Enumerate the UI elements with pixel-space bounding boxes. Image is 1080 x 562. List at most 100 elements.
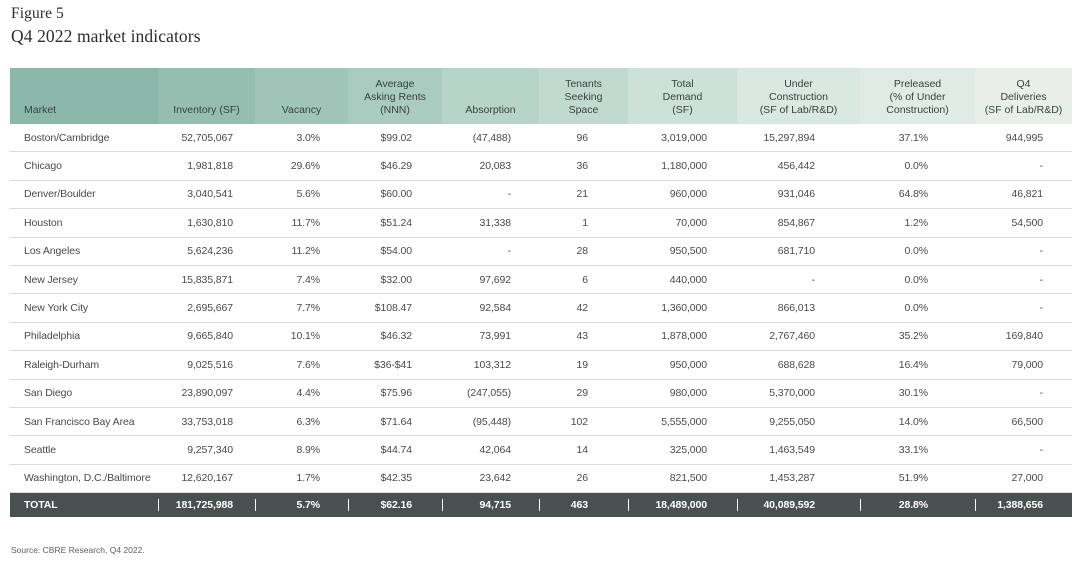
- total-cell-value: 463: [539, 499, 628, 512]
- col-header-preleased: Preleased (% of Under Construction): [860, 68, 975, 124]
- col-header-under: Under Construction (SF of Lab/R&D): [737, 68, 860, 124]
- cell-market-name: Boston/Cambridge: [24, 131, 110, 144]
- cell-value: $46.29: [380, 160, 412, 173]
- cell-market-name: San Diego: [24, 387, 73, 400]
- cell-value: -: [507, 188, 512, 201]
- cell-value: 97,692: [479, 273, 511, 286]
- cell-value: 5.6%: [296, 188, 320, 201]
- cell-value: 1,360,000: [661, 302, 707, 315]
- cell-value: 92,584: [479, 302, 511, 315]
- col-header-average: Average Asking Rents (NNN): [348, 68, 442, 124]
- figure-title: Q4 2022 market indicators: [11, 26, 201, 46]
- cell-value: 821,500: [669, 472, 707, 485]
- cell-value: 42,064: [479, 443, 511, 456]
- col-header-market: Market: [10, 68, 158, 124]
- table-row: Philadelphia 9,665,840 10.1% $46.32 73,991 43…: [10, 323, 1072, 352]
- cell-value: 3,019,000: [661, 131, 707, 144]
- col-header-q4: Q4 Deliveries (SF of Lab/R&D): [975, 68, 1072, 124]
- table-row: New Jersey 15,835,871 7.4% $32.00 97,692 6 440…: [10, 266, 1072, 295]
- cell-value: 4.4%: [296, 387, 320, 400]
- table-body: Boston/Cambridge 52,705,067 3.0% $99.02 (47,…: [10, 124, 1072, 494]
- cell-value: 10.1%: [290, 330, 320, 343]
- total-cell-value: 18,489,000: [628, 499, 737, 512]
- cell-value: -: [811, 273, 816, 286]
- cell-value: $108.47: [374, 302, 412, 315]
- total-label: TOTAL: [24, 499, 58, 512]
- cell-value: 688,628: [777, 358, 815, 371]
- cell-value: 950,500: [669, 245, 707, 258]
- cell-value: 27,000: [1011, 472, 1043, 485]
- cell-value: 0.0%: [904, 273, 928, 286]
- cell-value: 5,624,236: [187, 245, 233, 258]
- cell-value: 19: [576, 358, 589, 371]
- cell-value: 681,710: [777, 245, 815, 258]
- table-row: Raleigh-Durham 9,025,516 7.6% $36-$41 103,31…: [10, 351, 1072, 380]
- table-row: New York City 2,695,667 7.7% $108.47 92,584 4…: [10, 294, 1072, 323]
- cell-value: 14.0%: [898, 415, 928, 428]
- cell-value: 12,620,167: [181, 472, 233, 485]
- cell-value: 3.0%: [296, 131, 320, 144]
- cell-value: 14: [576, 443, 589, 456]
- cell-value: 29: [576, 387, 589, 400]
- cell-value: 103,312: [473, 358, 511, 371]
- total-cell-value: 40,089,592: [737, 499, 860, 512]
- market-indicators-table: Market Inventory (SF) Vacancy Average Askin…: [10, 68, 1072, 518]
- col-header-absorption: Absorption: [442, 68, 539, 124]
- cell-value: $46.32: [380, 330, 412, 343]
- cell-value: (95,448): [472, 415, 511, 428]
- cell-value: $36-$41: [374, 358, 412, 371]
- cell-value: -: [1039, 387, 1044, 400]
- cell-value: 23,642: [479, 472, 511, 485]
- cell-value: 16.4%: [898, 358, 928, 371]
- cell-value: $99.02: [380, 131, 412, 144]
- cell-value: 7.7%: [296, 302, 320, 315]
- cell-value: (47,488): [472, 131, 511, 144]
- cell-value: 9,257,340: [187, 443, 233, 456]
- table-row: Chicago 1,981,818 29.6% $46.29 20,083 36 1,180…: [10, 152, 1072, 181]
- cell-value: 31,338: [479, 216, 511, 229]
- cell-value: $51.24: [380, 216, 412, 229]
- cell-value: 42: [576, 302, 589, 315]
- table-header-row: Market Inventory (SF) Vacancy Average Askin…: [10, 68, 1072, 124]
- cell-value: 96: [576, 131, 589, 144]
- cell-value: -: [1039, 160, 1044, 173]
- cell-value: 30.1%: [898, 387, 928, 400]
- cell-value: 456,442: [777, 160, 815, 173]
- total-cell-value: $62.16: [348, 499, 442, 512]
- cell-value: 0.0%: [904, 302, 928, 315]
- cell-value: 9,665,840: [187, 330, 233, 343]
- cell-value: 440,000: [669, 273, 707, 286]
- cell-value: 9,025,516: [187, 358, 233, 371]
- cell-value: 11.2%: [291, 245, 321, 258]
- cell-value: 8.9%: [296, 443, 320, 456]
- col-header-inventory-sf: Inventory (SF): [158, 68, 255, 124]
- cell-value: $32.00: [380, 273, 412, 286]
- cell-value: (247,055): [466, 387, 511, 400]
- cell-value: 6.3%: [296, 415, 320, 428]
- cell-value: 35.2%: [898, 330, 928, 343]
- cell-value: 7.6%: [296, 358, 320, 371]
- cell-value: 20,083: [479, 160, 511, 173]
- cell-value: 64.8%: [898, 188, 928, 201]
- cell-market-name: Denver/Boulder: [24, 188, 96, 201]
- cell-value: 169,840: [1005, 330, 1043, 343]
- cell-value: 854,867: [777, 216, 815, 229]
- cell-value: 2,767,460: [769, 330, 815, 343]
- cell-value: 102: [570, 415, 588, 428]
- total-cell-value: 181,725,988: [158, 499, 255, 512]
- cell-value: 0.0%: [904, 160, 928, 173]
- cell-value: 28: [576, 245, 589, 258]
- cell-value: 54,500: [1011, 216, 1043, 229]
- cell-value: 33.1%: [898, 443, 928, 456]
- table-row: Seattle 9,257,340 8.9% $44.74 42,064 14 325,00…: [10, 436, 1072, 465]
- cell-value: 2,695,667: [187, 302, 233, 315]
- cell-value: 931,046: [777, 188, 815, 201]
- cell-value: -: [1039, 245, 1044, 258]
- cell-market-name: San Francisco Bay Area: [24, 415, 135, 428]
- cell-value: 43: [576, 330, 589, 343]
- col-header-tenants: Tenants Seeking Space: [539, 68, 628, 124]
- cell-value: 70,000: [675, 216, 707, 229]
- total-row: TOTAL 181,725,988 5.7% $62.16 94,715 463 18,48…: [10, 493, 1072, 518]
- cell-value: 7.4%: [296, 273, 320, 286]
- cell-market-name: Raleigh-Durham: [24, 358, 100, 371]
